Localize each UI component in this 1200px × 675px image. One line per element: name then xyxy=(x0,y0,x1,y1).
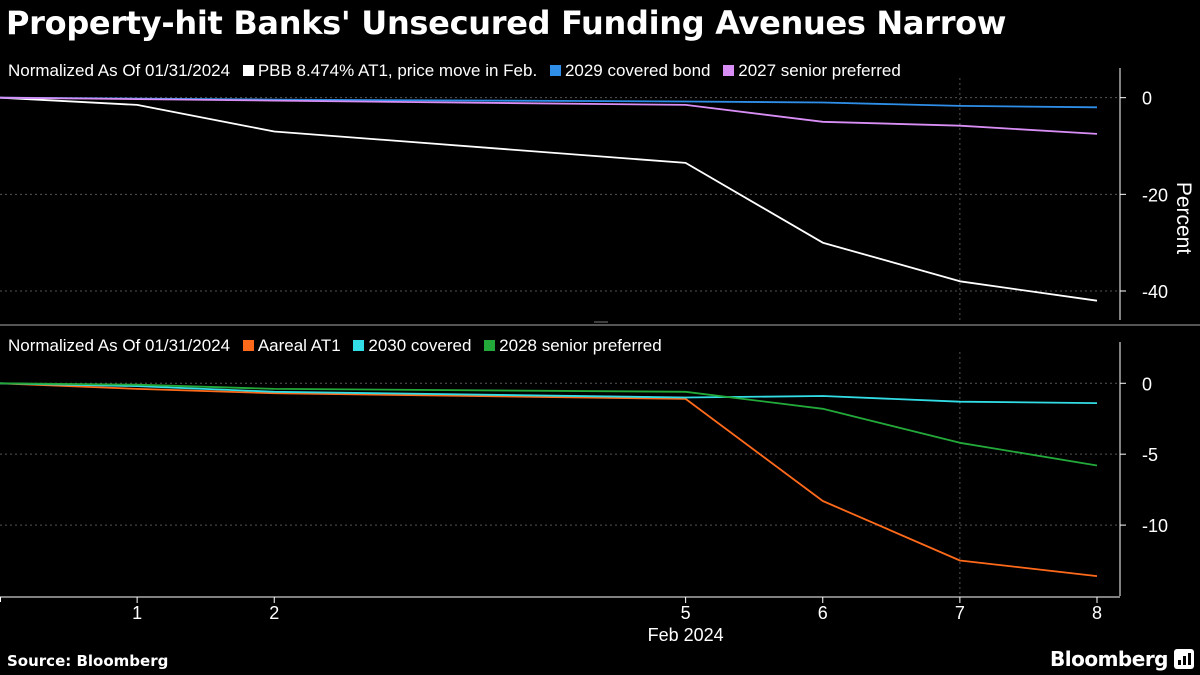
legend-swatch xyxy=(242,65,254,76)
series-line-0-0 xyxy=(0,96,1098,302)
x-tick-label: 8 xyxy=(1092,603,1102,623)
legend-top-entry-0: PBB 8.474% AT1, price move in Feb. xyxy=(242,61,538,81)
y-tick-label: 0 xyxy=(1142,89,1152,109)
legend-bottom-entry-2: 2028 senior preferred xyxy=(484,336,662,356)
legend-label: 2028 senior preferred xyxy=(499,336,662,355)
legend-swatch xyxy=(723,65,735,76)
series-line-0-2 xyxy=(0,96,1098,135)
legend-bottom-entry-1: 2030 covered xyxy=(353,336,471,356)
legend-top-prefix: Normalized As Of 01/31/2024 xyxy=(8,61,231,80)
legend-top-entry-1: 2029 covered bond xyxy=(549,61,711,81)
x-tick-label: 6 xyxy=(818,603,828,623)
x-tick-label: 2 xyxy=(269,603,279,623)
legend-bottom: Normalized As Of 01/31/2024 Aareal AT1 2… xyxy=(8,336,670,356)
legend-swatch xyxy=(353,340,365,351)
legend-top-entry-2: 2027 senior preferred xyxy=(723,61,901,81)
legend-bottom-prefix: Normalized As Of 01/31/2024 xyxy=(8,336,231,355)
chart-title: Property-hit Banks' Unsecured Funding Av… xyxy=(6,4,1007,42)
series-line-1-2 xyxy=(0,382,1098,467)
brand-logo: Bloomberg xyxy=(1050,647,1168,671)
x-tick-label: 7 xyxy=(955,603,965,623)
y-tick-label: -20 xyxy=(1142,185,1168,205)
y-tick-label: -5 xyxy=(1142,445,1158,465)
series-line-1-0 xyxy=(0,382,1098,577)
legend-label: PBB 8.474% AT1, price move in Feb. xyxy=(257,61,538,80)
legend-label: 2030 covered xyxy=(368,336,472,355)
y-axis-title: Percent xyxy=(1172,182,1195,255)
y-tick-label: 0 xyxy=(1142,374,1152,394)
legend-top: Normalized As Of 01/31/2024 PBB 8.474% A… xyxy=(8,61,909,81)
legend-swatch xyxy=(549,65,561,76)
legend-label: 2027 senior preferred xyxy=(738,61,901,80)
legend-label: 2029 covered bond xyxy=(564,61,711,80)
legend-label: Aareal AT1 xyxy=(257,336,341,355)
x-tick-label: 5 xyxy=(681,603,691,623)
legend-swatch xyxy=(484,340,496,351)
legend-bottom-entry-0: Aareal AT1 xyxy=(242,336,341,356)
x-axis-title: Feb 2024 xyxy=(648,625,724,645)
source-note: Source: Bloomberg xyxy=(7,652,169,670)
legend-swatch xyxy=(242,340,254,351)
y-tick-label: -40 xyxy=(1142,282,1168,302)
x-tick-label: 1 xyxy=(132,603,142,623)
bloomberg-terminal-icon xyxy=(1174,649,1194,669)
series-line-1-1 xyxy=(0,382,1098,404)
y-tick-label: -10 xyxy=(1142,516,1168,536)
